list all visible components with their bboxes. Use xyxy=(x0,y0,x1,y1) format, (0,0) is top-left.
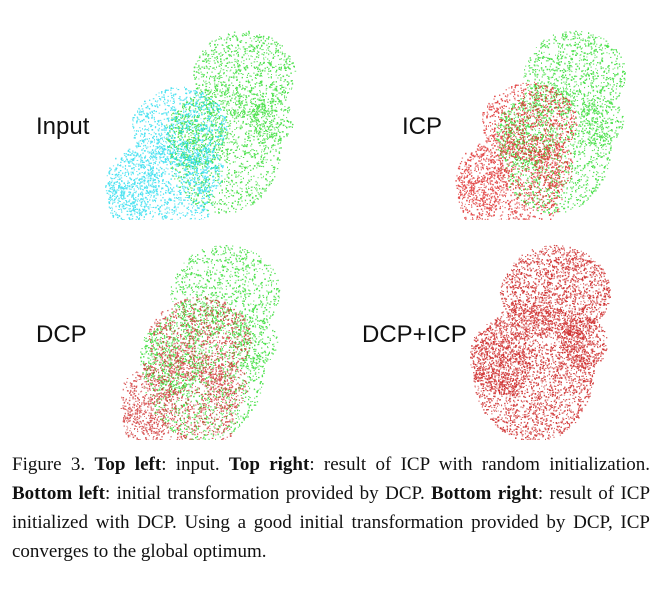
panel-dcp: DCP xyxy=(0,220,330,440)
caption-text-bottom-right: : result of ICP initialized with DCP. Us… xyxy=(12,483,650,562)
panel-dcp-icp: DCP+ICP xyxy=(330,220,660,440)
caption-text-top-left: : input. xyxy=(161,454,229,475)
figure-caption: Figure 3. Top left: input. Top right: re… xyxy=(12,450,650,566)
caption-text-top-right: : result of ICP with random initializati… xyxy=(309,454,650,475)
panel-icp: ICP xyxy=(330,0,660,220)
caption-bold-bottom-left: Bottom left xyxy=(12,483,105,504)
caption-bold-top-right: Top right xyxy=(229,454,309,475)
panel-label-icp: ICP xyxy=(402,113,442,141)
caption-text-bottom-left: : initial transformation provided by DCP… xyxy=(105,483,431,504)
caption-bold-top-left: Top left xyxy=(95,454,162,475)
point-cloud-input xyxy=(105,30,297,220)
point-cloud-icp xyxy=(455,30,626,220)
panel-label-dcp-icp: DCP+ICP xyxy=(362,321,467,349)
panel-input: Input xyxy=(0,0,330,220)
panel-label-dcp: DCP xyxy=(36,321,87,349)
figure: Input ICP DCP DCP+ICP xyxy=(0,0,660,440)
point-cloud-dcp xyxy=(120,245,281,440)
panel-label-input: Input xyxy=(36,113,89,141)
caption-bold-bottom-right: Bottom right xyxy=(431,483,538,504)
point-cloud-dcp-icp xyxy=(470,244,611,440)
caption-figure-label: Figure 3. xyxy=(12,454,85,475)
